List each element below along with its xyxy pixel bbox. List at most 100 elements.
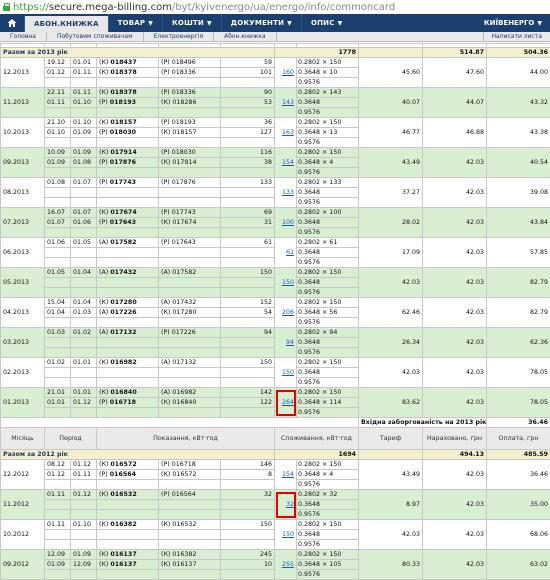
reading-value: 016572 (110, 461, 136, 468)
consumption-cell: 160 (275, 58, 297, 88)
consumption-link[interactable]: 133 (282, 189, 294, 196)
paid-value: 42.03 (466, 159, 484, 166)
reading-date: 12.09 (47, 551, 65, 558)
breadcrumb-abonknyzhka[interactable]: Абон.книжка (214, 32, 276, 42)
reading-date: 01.09 (47, 159, 65, 166)
chevron-down-icon: ▼ (338, 20, 343, 27)
debt-value: 43.38 (530, 129, 548, 136)
home-button[interactable] (0, 14, 24, 32)
period-from: 01.05 (73, 239, 91, 246)
reading-value: 016572 (172, 471, 196, 478)
reading-value: 016564 (110, 471, 136, 478)
nav-item-abonknyzhka[interactable]: АБОН.КНИЖКА (24, 14, 108, 32)
consumption-link[interactable]: 163 (282, 129, 294, 136)
debt-value: 78.05 (530, 369, 548, 376)
consumption-link[interactable]: 150 (282, 279, 294, 286)
debt-value: 36.46 (530, 471, 548, 478)
reading-consumption: 53 (264, 99, 272, 106)
reading-type: (А) (161, 269, 170, 276)
period-from: 01.11 (73, 89, 91, 96)
debt-value: 62.36 (530, 339, 548, 346)
brand-menu[interactable]: КИЇВЕНЕРГО▼ (484, 14, 550, 32)
reading-type: (Р) (161, 461, 170, 468)
consumption-link[interactable]: 150 (282, 369, 294, 376)
consumption-link[interactable]: 206 (282, 309, 294, 316)
reading-value: 017582 (172, 269, 196, 276)
consumption-link[interactable]: 143 (282, 99, 294, 106)
tariff-line: 0.2802 × 32 (298, 491, 337, 498)
reading-consumption: 116 (260, 149, 272, 156)
month-label: 12.2013 (3, 69, 29, 76)
nav-item-dokumenty[interactable]: ДОКУМЕНТИ▼ (221, 14, 301, 32)
reading-type: (Р) (161, 149, 170, 156)
consumption-link[interactable]: 264 (282, 399, 294, 406)
consumption-link[interactable]: 100 (282, 219, 294, 226)
reading-value: 018286 (172, 99, 196, 106)
debt-value: 40.54 (530, 159, 548, 166)
nav-item-koshty[interactable]: КОШТИ▼ (162, 14, 221, 32)
consumption-link[interactable]: 150 (282, 531, 294, 538)
address-bar[interactable]: https:// secure.mega-billing.com /byt/ky… (0, 0, 550, 14)
reading-date: 01.11 (47, 521, 65, 528)
reading-type: (К) (99, 149, 108, 156)
reading-consumption: 8 (268, 471, 272, 478)
tariff-line: 0.9576 (298, 199, 320, 206)
consumption-cell: 163 (275, 118, 297, 148)
paid-value: 42.03 (466, 531, 484, 538)
reading-type: (К) (99, 461, 108, 468)
tariff-line: 0.3648 × 105 (298, 561, 341, 568)
breadcrumb-electricity[interactable]: Електроенергія (144, 32, 214, 42)
period-from: 01.10 (73, 99, 91, 106)
reading-value: 017876 (172, 179, 196, 186)
reading-date: 01.10 (47, 129, 65, 136)
write-letter-link[interactable]: Написати листа (483, 32, 550, 42)
breadcrumb-consumers[interactable]: Побутовим споживачам (47, 32, 144, 42)
period-from: 01.12 (73, 491, 91, 498)
debt-value: 63.02 (530, 561, 548, 568)
consumption-cell: 154 (275, 460, 297, 490)
consumption-link[interactable]: 154 (282, 159, 294, 166)
tariff-line: 0.2802 × 150 (298, 359, 341, 366)
reading-date: 01.08 (47, 179, 65, 186)
tariff-line: 0.3648 (298, 279, 320, 286)
consumption-link[interactable]: 61 (286, 249, 294, 256)
nav-item-tovar[interactable]: ТОВАР▼ (108, 14, 162, 32)
reading-value: 017674 (172, 219, 196, 226)
reading-value: 018193 (172, 119, 196, 126)
consumption-link[interactable]: 154 (282, 471, 294, 478)
paid-value: 42.03 (466, 189, 484, 196)
total-label: Разом за 2012 рік (3, 451, 68, 458)
reading-date: 22.11 (47, 89, 65, 96)
period-from: 12.09 (73, 561, 91, 568)
reading-consumption: 69 (264, 209, 272, 216)
reading-value: 017914 (110, 149, 136, 156)
paid-value: 42.03 (466, 309, 484, 316)
breadcrumb-home[interactable]: Головна (0, 32, 47, 42)
reading-consumption: 54 (264, 309, 272, 316)
paid-value: 42.03 (466, 279, 484, 286)
month-label: 10.2012 (3, 531, 29, 538)
consumption-link[interactable]: 160 (282, 69, 294, 76)
reading-type: (К) (161, 159, 170, 166)
month-label: 03.2013 (3, 339, 29, 346)
month-label: 02.2013 (3, 369, 29, 376)
period-from: 01.09 (73, 149, 91, 156)
reading-value: 017132 (172, 359, 196, 366)
reading-consumption: 94 (264, 329, 272, 336)
reading-value: 018193 (110, 99, 136, 106)
reading-type: (К) (99, 299, 108, 306)
reading-consumption: 127 (260, 129, 272, 136)
due-value: 36.46 (528, 419, 548, 426)
nav-item-opys[interactable]: ОПИС▼ (301, 14, 351, 32)
consumption-link[interactable]: 255 (282, 561, 294, 568)
consumption-link[interactable]: 94 (286, 339, 294, 346)
reading-type: (Р) (161, 69, 170, 76)
period-from: 01.11 (73, 471, 91, 478)
consumption-link[interactable]: 32 (286, 501, 294, 508)
reading-date: 10.09 (47, 149, 65, 156)
